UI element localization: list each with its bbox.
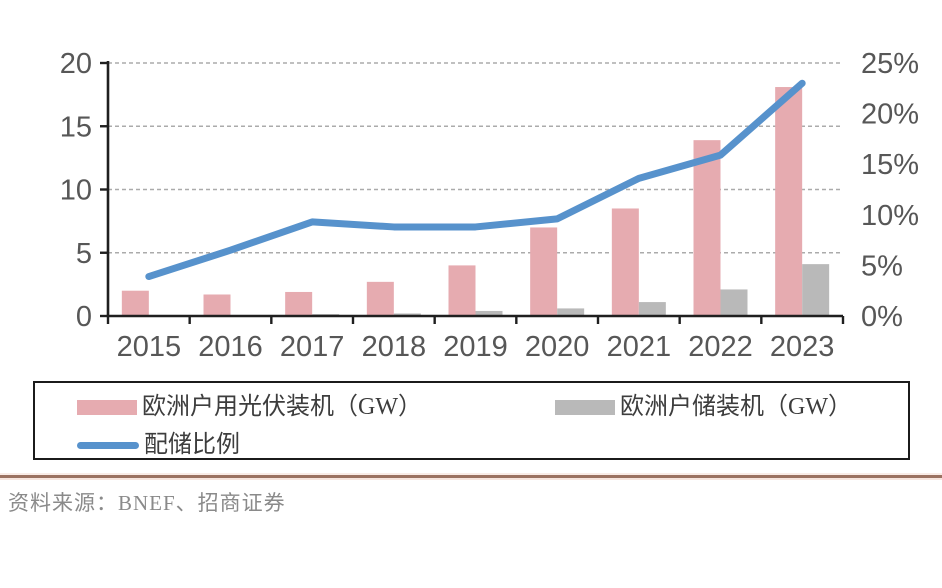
bar-pv-2020 xyxy=(530,227,558,316)
legend-item-ratio: 配储比例 xyxy=(77,433,240,457)
legend-item-storage: 欧洲户储装机（GW） xyxy=(555,395,852,419)
bar-storage-2020 xyxy=(557,308,585,316)
legend-box: 欧洲户用光伏装机（GW） 欧洲户储装机（GW） 配储比例 xyxy=(33,381,910,460)
combo-chart: 0 5 10 15 20 0% 5% 10% 15% 20% 25% 2015 2016 2017 2018… xyxy=(60,48,919,363)
legend-swatch-storage-bar xyxy=(555,399,615,415)
x-axis-label-2020: 2020 xyxy=(525,331,590,363)
bar-storage-2022 xyxy=(720,289,748,316)
bar-pv-2022 xyxy=(693,140,721,316)
bar-pv-2018 xyxy=(366,281,394,316)
legend-item-pv: 欧洲户用光伏装机（GW） xyxy=(77,395,422,419)
y2-axis-label-25%: 25% xyxy=(861,48,919,80)
bar-pv-2019 xyxy=(448,265,476,316)
bar-storage-2021 xyxy=(638,302,666,316)
separator-rule xyxy=(0,475,942,478)
bar-pv-2015 xyxy=(121,290,149,316)
bar-pv-2021 xyxy=(611,208,639,316)
y-axis-label-15: 15 xyxy=(60,111,92,143)
bar-pv-2023 xyxy=(775,87,803,316)
x-axis-label-2016: 2016 xyxy=(198,331,263,363)
y2-axis-label-0%: 0% xyxy=(861,301,903,333)
legend-swatch-pv-bar xyxy=(77,399,137,415)
y-axis-label-5: 5 xyxy=(76,238,92,270)
legend-label-storage: 欧洲户储装机（GW） xyxy=(620,394,852,420)
y2-axis-label-20%: 20% xyxy=(861,99,919,131)
y2-axis-label-10%: 10% xyxy=(861,200,919,232)
y2-axis-label-5%: 5% xyxy=(861,250,903,282)
bar-storage-2023 xyxy=(802,264,830,316)
bar-pv-2017 xyxy=(285,291,313,316)
bar-storage-2019 xyxy=(475,310,503,316)
y2-axis-label-15%: 15% xyxy=(861,149,919,181)
x-axis-label-2017: 2017 xyxy=(280,331,345,363)
x-axis-label-2019: 2019 xyxy=(443,331,508,363)
source-attribution: 资料来源：BNEF、招商证券 xyxy=(8,491,286,515)
x-axis-label-2018: 2018 xyxy=(362,331,427,363)
bar-pv-2016 xyxy=(203,294,231,316)
ratio-line xyxy=(145,79,806,281)
x-axis-label-2015: 2015 xyxy=(117,331,182,363)
legend-label-ratio: 配储比例 xyxy=(144,432,240,458)
x-axis-label-2021: 2021 xyxy=(607,331,672,363)
y-axis-label-10: 10 xyxy=(60,175,92,207)
y-axis-label-0: 0 xyxy=(76,301,92,333)
x-axis-label-2022: 2022 xyxy=(688,331,753,363)
y-axis-label-20: 20 xyxy=(60,48,92,80)
x-axis-label-2023: 2023 xyxy=(770,331,835,363)
legend-swatch-ratio-line xyxy=(77,441,139,449)
legend-label-pv: 欧洲户用光伏装机（GW） xyxy=(142,394,422,420)
